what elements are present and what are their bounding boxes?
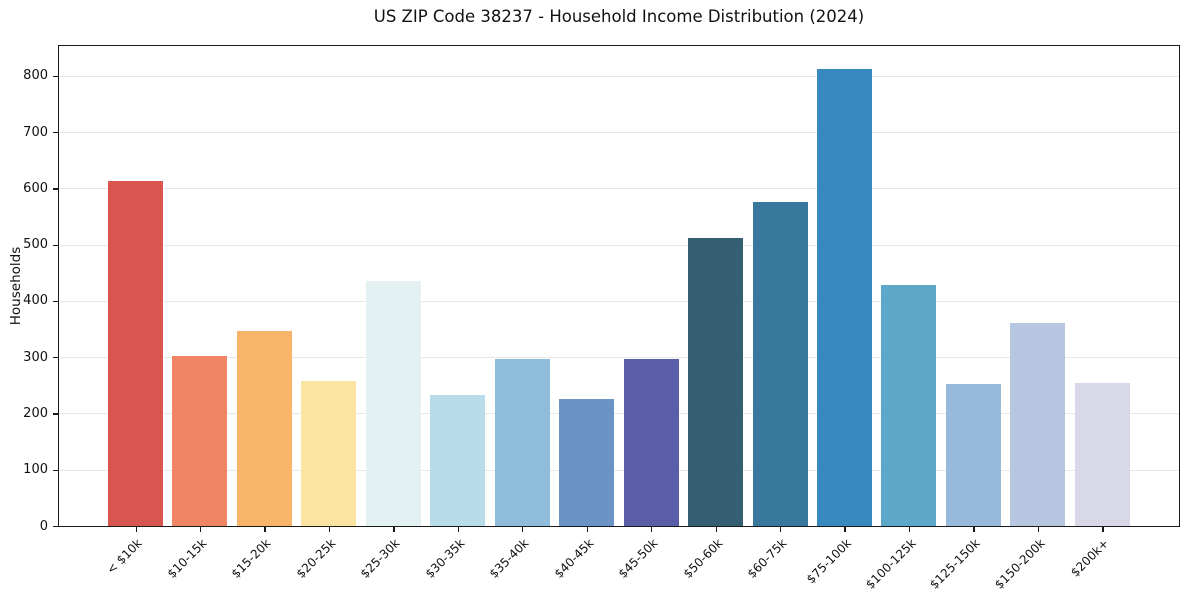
bar-$10-15k bbox=[172, 355, 228, 526]
bar-$50-60k bbox=[688, 237, 744, 526]
x-tick-mark bbox=[973, 527, 975, 532]
bar-$30-35k bbox=[430, 395, 486, 526]
y-tick-mark bbox=[53, 526, 58, 528]
bar-< $10k bbox=[108, 181, 163, 526]
gridline-100 bbox=[59, 469, 1179, 471]
gridline-800 bbox=[59, 75, 1179, 77]
x-tick-mark bbox=[393, 527, 395, 532]
x-tick-label-text: $10-15k bbox=[164, 536, 210, 581]
y-tick-mark bbox=[53, 132, 58, 134]
x-tick-mark bbox=[844, 527, 846, 532]
x-tick-label-text: $150-200k bbox=[991, 536, 1048, 590]
gridline-200 bbox=[59, 413, 1179, 415]
bar-$150-200k bbox=[1010, 323, 1066, 526]
x-tick-label-text: $100-125k bbox=[862, 536, 919, 590]
x-tick-label-text: $200k+ bbox=[1068, 536, 1112, 580]
y-tick-label: 300 bbox=[23, 349, 48, 365]
bar-$40-45k bbox=[559, 399, 615, 526]
bar-$25-30k bbox=[365, 281, 421, 526]
bar-$100-125k bbox=[881, 285, 937, 526]
plot-area bbox=[58, 45, 1180, 527]
x-tick-label-text: $45-50k bbox=[615, 536, 661, 581]
x-tick-label-text: $15-20k bbox=[228, 536, 274, 581]
y-tick-mark bbox=[53, 469, 58, 472]
x-tick-mark bbox=[328, 527, 331, 532]
x-tick-label-text: $125-150k bbox=[927, 536, 983, 590]
gridline-300 bbox=[59, 357, 1179, 359]
x-tick-mark bbox=[522, 527, 524, 532]
y-tick-label: 0 bbox=[39, 518, 48, 534]
x-tick-mark bbox=[586, 527, 588, 532]
y-axis: 0 100 200 300 400 500 600 700 800 bbox=[0, 45, 58, 533]
gridline-700 bbox=[59, 132, 1179, 134]
y-tick-mark bbox=[53, 413, 58, 415]
y-tick-label: 200 bbox=[23, 405, 48, 421]
y-tick-mark bbox=[53, 75, 58, 78]
y-tick-label: 100 bbox=[23, 462, 48, 478]
x-tick-mark bbox=[264, 527, 266, 532]
bar-$125-150k bbox=[945, 383, 1001, 526]
x-tick-mark bbox=[908, 527, 911, 532]
x-tick-mark bbox=[1102, 527, 1104, 532]
bar-$15-20k bbox=[236, 330, 292, 526]
x-tick-label-text: $35-40k bbox=[486, 536, 532, 581]
bar-$35-40k bbox=[494, 359, 550, 526]
bar-$60-75k bbox=[752, 202, 808, 526]
x-axis: < $10k $10-15k $15-20k $20-25k $25-30k $30-35… bbox=[58, 527, 1180, 590]
gridline-500 bbox=[59, 244, 1179, 246]
y-tick-mark bbox=[53, 300, 58, 303]
y-tick-label: 600 bbox=[23, 180, 48, 196]
x-tick-mark bbox=[715, 527, 717, 532]
x-tick-mark bbox=[135, 527, 137, 532]
x-tick-label-text: $20-25k bbox=[293, 536, 339, 581]
x-tick-label-text: < $10k bbox=[104, 536, 145, 577]
gridline-600 bbox=[59, 188, 1179, 190]
x-tick-label-text: $75-100k bbox=[803, 536, 854, 587]
y-tick-mark bbox=[53, 188, 58, 190]
x-tick-label-text: $40-45k bbox=[551, 536, 597, 581]
x-tick-mark bbox=[651, 527, 653, 532]
bar-$200k+ bbox=[1074, 382, 1130, 526]
x-tick-mark bbox=[457, 527, 460, 532]
y-tick-label: 800 bbox=[23, 68, 48, 84]
y-tick-mark bbox=[53, 357, 58, 359]
x-tick-label-text: $25-30k bbox=[357, 536, 403, 581]
gridline-400 bbox=[59, 300, 1179, 302]
x-tick-mark bbox=[780, 527, 782, 532]
bar-$75-100k bbox=[816, 69, 872, 526]
bar-$20-25k bbox=[301, 381, 357, 526]
y-tick-label: 500 bbox=[23, 237, 48, 253]
bar-$45-50k bbox=[623, 359, 679, 526]
chart-title: US ZIP Code 38237 - Household Income Dis… bbox=[373, 7, 865, 26]
y-tick-label: 700 bbox=[23, 124, 48, 140]
x-tick-mark bbox=[199, 527, 202, 532]
y-tick-label: 400 bbox=[23, 293, 48, 309]
y-tick-mark bbox=[53, 244, 58, 246]
x-tick-label-text: $50-60k bbox=[680, 536, 725, 581]
x-tick-label-text: $60-75k bbox=[744, 536, 790, 581]
x-tick-mark bbox=[1037, 527, 1040, 532]
x-tick-label-text: $30-35k bbox=[422, 536, 468, 581]
